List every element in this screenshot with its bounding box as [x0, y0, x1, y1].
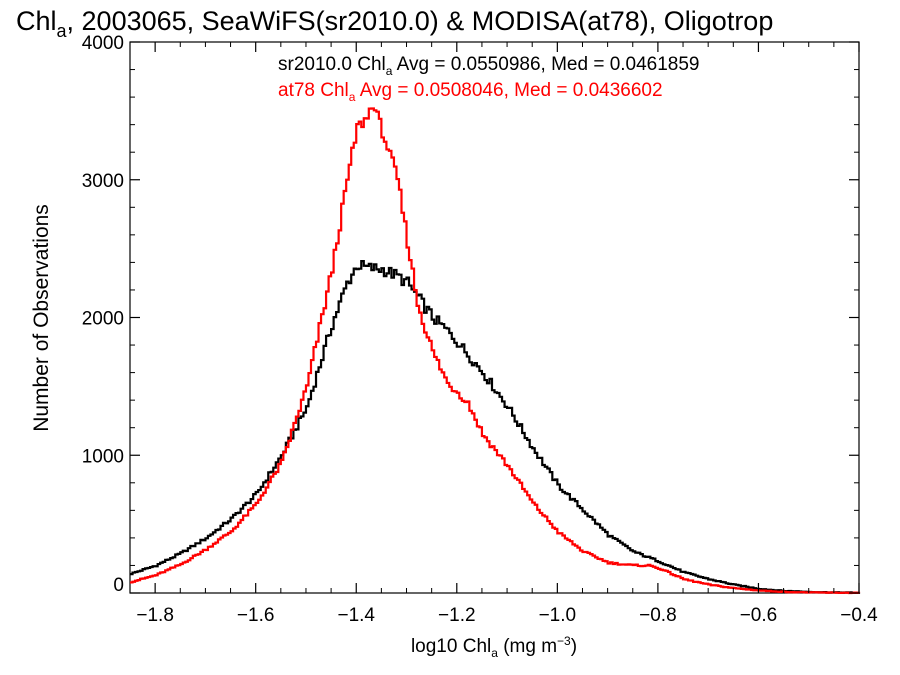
series-layer	[130, 107, 861, 595]
x-tick-label: −1.0	[539, 605, 577, 626]
legend-at78-sub: a	[349, 90, 356, 104]
x-tick-label: −0.4	[840, 605, 878, 626]
legend-sr2010: sr2010.0 Chla Avg = 0.0550986, Med = 0.0…	[278, 54, 700, 78]
x-axis-label-pre: log10 Chl	[411, 636, 491, 657]
chart-title-post: , 2003065, SeaWiFS(sr2010.0) & MODISA(at…	[67, 6, 774, 36]
y-tick-label: 2000	[82, 309, 124, 330]
chart-title-pre: Chl	[16, 6, 57, 36]
x-tick-label: −0.8	[639, 605, 677, 626]
y-axis-label: Number of Observations	[30, 204, 53, 432]
x-tick-label: −1.2	[438, 605, 476, 626]
chart-title-sub: a	[57, 21, 68, 41]
legend-at78-pre: at78 Chl	[278, 80, 349, 101]
legend-sr2010-post: Avg = 0.0550986, Med = 0.0461859	[392, 54, 699, 75]
x-axis-label-post: )	[571, 636, 577, 657]
legend-at78: at78 Chla Avg = 0.0508046, Med = 0.04366…	[278, 80, 663, 104]
x-tick-label: −1.4	[337, 605, 375, 626]
x-tick-label: −0.6	[740, 605, 778, 626]
y-tick-label: 3000	[82, 171, 124, 192]
series-at78-line	[130, 107, 861, 595]
legend-sr2010-pre: sr2010.0 Chl	[278, 54, 386, 75]
x-axis-label-mid: (mg m	[498, 636, 557, 657]
plot-area: −1.8 −1.6 −1.4 −1.2 −1.0 −0.8 −0.6 −0.4 0 1000 20…	[82, 33, 878, 626]
y-axis-ticks: 0 1000 2000 3000 4000	[82, 33, 859, 596]
x-axis-label-sup: −3	[557, 634, 571, 648]
x-axis-ticks: −1.8 −1.6 −1.4 −1.2 −1.0 −0.8 −0.6 −0.4	[129, 42, 878, 626]
legend-sr2010-sub: a	[386, 64, 393, 78]
plot-frame	[129, 41, 860, 594]
y-tick-label: 4000	[82, 33, 124, 54]
y-tick-label: 0	[113, 575, 124, 596]
legend-at78-post: Avg = 0.0508046, Med = 0.0436602	[355, 80, 662, 101]
chart-title: Chla, 2003065, SeaWiFS(sr2010.0) & MODIS…	[16, 6, 773, 41]
x-tick-label: −1.8	[136, 605, 174, 626]
x-axis-label-sub: a	[491, 646, 498, 660]
series-sr2010-0-line	[130, 260, 861, 594]
x-tick-label: −1.6	[237, 605, 275, 626]
x-axis-label: log10 Chla (mg m−3)	[411, 634, 577, 660]
y-tick-label: 1000	[82, 446, 124, 467]
